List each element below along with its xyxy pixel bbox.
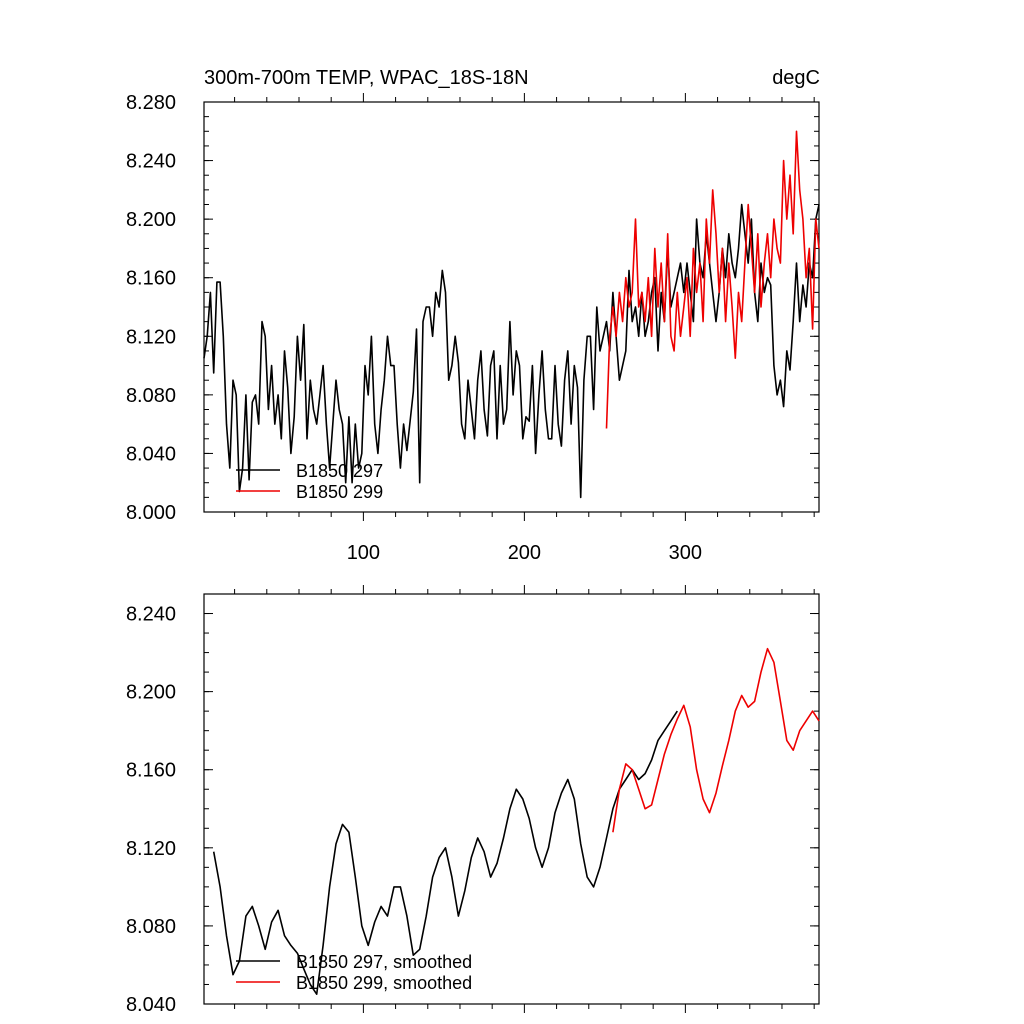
ytick-label: 8.240 [126,604,176,626]
xtick-label: 200 [508,542,541,564]
series-line-b1850-297 [203,203,820,499]
ytick-label: 8.280 [126,92,176,114]
ytick-label: 8.000 [126,502,176,524]
ytick-label: 8.160 [126,760,176,782]
xtick-label: 300 [669,542,702,564]
top-panel-title: 300m-700m TEMP, WPAC_18S-18N [204,67,529,89]
series-line-b1850-299-smoothed [612,647,820,833]
series-line-b1850-297-smoothed [212,710,678,996]
bottom-legend: B1850 297, smoothed B1850 299, smoothed [236,952,472,993]
ytick-label: 8.120 [126,326,176,348]
legend-label-b1850-299: B1850 299 [296,482,383,502]
top-series-lines [203,130,820,499]
ytick-label: 8.200 [126,682,176,704]
top-legend: B1850 297 B1850 299 [236,461,383,502]
xtick-label: 100 [347,542,380,564]
ytick-label: 8.080 [126,385,176,407]
bottom-series-lines [212,647,820,996]
ytick-label: 8.200 [126,209,176,231]
top-axis-ticks: 8.000 8.040 8.080 8.120 8.160 8.200 8.240 8.280… [126,92,819,564]
bottom-panel: 8.040 8.080 8.120 8.160 8.200 8.240 B1850 297… [126,585,820,1016]
ytick-label: 8.160 [126,268,176,290]
ytick-label: 8.120 [126,838,176,860]
ytick-label: 8.080 [126,916,176,938]
top-panel: 300m-700m TEMP, WPAC_18S-18N degC 8.0008… [126,67,820,564]
ytick-label: 8.040 [126,994,176,1016]
ytick-label: 8.240 [126,151,176,173]
bottom-axis-ticks: 8.040 8.080 8.120 8.160 8.200 8.240 [126,585,819,1016]
legend-label-b1850-297: B1850 297 [296,461,383,481]
ytick-label: 8.040 [126,443,176,465]
series-line-b1850-299 [605,130,820,429]
units-label: degC [772,67,820,89]
legend-label-b1850-299-smoothed: B1850 299, smoothed [296,973,472,993]
bottom-plot-frame [203,593,820,1005]
legend-label-b1850-297-smoothed: B1850 297, smoothed [296,952,472,972]
